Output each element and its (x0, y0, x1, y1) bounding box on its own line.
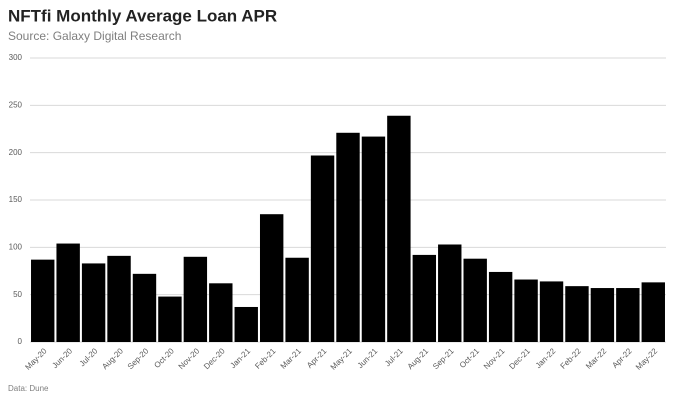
x-tick-label: Sep-21 (431, 346, 456, 371)
bar (336, 132, 360, 342)
bar (539, 281, 564, 342)
bar (56, 243, 80, 342)
bar (412, 254, 437, 342)
x-tick-label: May-21 (329, 346, 355, 372)
x-tick-label: Oct-20 (152, 346, 176, 370)
x-tick-label: Sep-20 (126, 346, 151, 371)
x-tick-label: Jan-22 (534, 346, 558, 370)
bar (488, 271, 513, 342)
y-tick-label: 150 (9, 195, 23, 204)
x-tick-label: Aug-21 (406, 346, 431, 371)
x-tick-label: Feb-22 (559, 346, 584, 371)
x-tick-label: Jul-20 (78, 346, 100, 368)
source-note: Data: Dune (8, 384, 49, 393)
bar (310, 155, 335, 342)
bar (285, 257, 309, 342)
x-tick-label: Aug-20 (100, 346, 125, 371)
y-tick-label: 250 (9, 100, 23, 109)
x-tick-label: Jun-20 (50, 346, 74, 370)
bar (132, 273, 157, 342)
x-tick-label: Dec-20 (202, 346, 227, 371)
bar (616, 288, 640, 342)
chart-subtitle: Source: Galaxy Digital Research (8, 29, 181, 43)
bar (641, 282, 665, 342)
chart-title: NFTfi Monthly Average Loan APR (8, 6, 277, 25)
bar (158, 296, 182, 342)
x-tick-label: Nov-20 (177, 346, 202, 371)
x-tick-label: Mar-22 (584, 346, 609, 371)
bar (514, 279, 538, 342)
bar (259, 214, 284, 342)
bar (31, 259, 55, 342)
bar (234, 306, 258, 342)
y-tick-label: 0 (18, 337, 23, 346)
x-tick-label: Jan-21 (228, 346, 252, 370)
x-tick-label: Apr-22 (610, 346, 634, 370)
x-tick-label: Jul-21 (383, 346, 405, 368)
y-tick-label: 300 (9, 53, 23, 62)
x-tick-label: May-22 (634, 346, 660, 372)
y-tick-label: 200 (9, 148, 23, 157)
y-tick-label: 100 (9, 242, 23, 251)
x-tick-label: Nov-21 (482, 346, 507, 371)
x-tick-label: Oct-21 (458, 346, 482, 370)
bar (107, 255, 131, 342)
x-tick-label: Mar-21 (279, 346, 304, 371)
bar (438, 244, 462, 342)
bar (183, 256, 208, 342)
bar (81, 263, 106, 342)
bar (590, 288, 615, 342)
x-tick-label: May-20 (23, 346, 49, 372)
y-tick-label: 50 (13, 290, 22, 299)
bar (387, 115, 411, 342)
x-tick-label: Feb-21 (253, 346, 278, 371)
x-tick-label: Dec-21 (507, 346, 532, 371)
x-tick-label: Jun-21 (356, 346, 380, 370)
bar (361, 136, 386, 342)
bar (463, 258, 487, 342)
x-tick-label: Apr-21 (305, 346, 329, 370)
bar (209, 283, 233, 342)
bar (565, 286, 589, 342)
